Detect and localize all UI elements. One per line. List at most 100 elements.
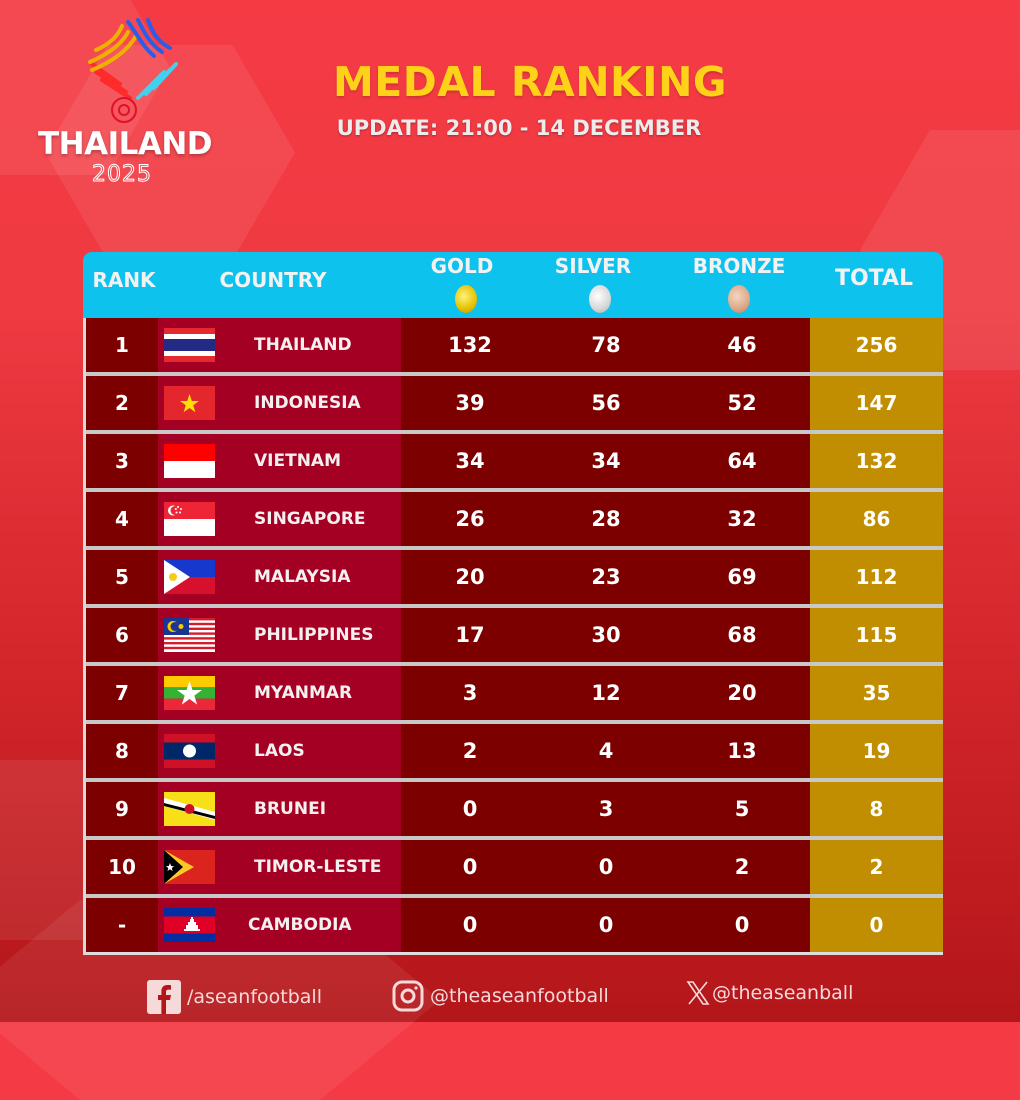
silver-count: 34 xyxy=(591,449,621,473)
bronze-count: 13 xyxy=(727,739,757,763)
table-row: 10 TIMOR-LESTE 0 0 2 2 xyxy=(86,840,943,894)
rank-cell: 6 xyxy=(86,608,158,662)
medal-counts-cell: 17 30 68 xyxy=(401,608,810,662)
gold-count: 0 xyxy=(462,797,478,821)
gold-count: 17 xyxy=(455,623,485,647)
gold-count: 132 xyxy=(448,333,492,357)
country-cell: MALAYSIA xyxy=(158,550,401,604)
table-body: 1 THAILAND 132 78 46 256 2 INDONESIA 39 … xyxy=(83,318,943,955)
silver-medal-icon xyxy=(589,285,611,313)
medal-counts-cell: 2 4 13 xyxy=(401,724,810,778)
update-timestamp: UPDATE: 21:00 - 14 DECEMBER xyxy=(336,116,702,140)
country-cell: VIETNAM xyxy=(158,434,401,488)
table-row: 8 LAOS 2 4 13 19 xyxy=(86,724,943,778)
country-cell: BRUNEI xyxy=(158,782,401,836)
medal-counts-cell: 39 56 52 xyxy=(401,376,810,430)
silver-count: 28 xyxy=(591,507,621,531)
medal-counts-cell: 20 23 69 xyxy=(401,550,810,604)
philippines-flag-icon xyxy=(164,560,215,594)
total-cell: 0 xyxy=(810,898,943,952)
total-cell: 256 xyxy=(810,318,943,372)
silver-count: 3 xyxy=(598,797,614,821)
total-cell: 8 xyxy=(810,782,943,836)
country-cell: TIMOR-LESTE xyxy=(158,840,401,894)
country-name: PHILIPPINES xyxy=(254,625,374,645)
bronze-count: 69 xyxy=(727,565,757,589)
bronze-count: 0 xyxy=(734,913,750,937)
country-cell: LAOS xyxy=(158,724,401,778)
country-cell: THAILAND xyxy=(158,318,401,372)
total-cell: 2 xyxy=(810,840,943,894)
rank-cell: 3 xyxy=(86,434,158,488)
bronze-count: 5 xyxy=(734,797,750,821)
total-count: 147 xyxy=(855,391,898,415)
bronze-count: 2 xyxy=(734,855,750,879)
rank-cell: 2 xyxy=(86,376,158,430)
logo-emblem-icon xyxy=(88,18,178,123)
timor-leste-flag-icon xyxy=(164,850,215,884)
rank-value: 4 xyxy=(115,507,129,531)
country-name: CAMBODIA xyxy=(248,915,352,935)
table-row: 5 MALAYSIA 20 23 69 112 xyxy=(86,550,943,604)
x-link[interactable]: @theaseanball xyxy=(686,980,853,1006)
country-name: SINGAPORE xyxy=(254,509,366,529)
gold-count: 2 xyxy=(462,739,478,763)
total-count: 86 xyxy=(862,507,891,531)
logo-year: 2025 xyxy=(92,162,152,188)
gold-count: 0 xyxy=(462,913,478,937)
rank-cell: 1 xyxy=(86,318,158,372)
total-count: 132 xyxy=(855,449,898,473)
table-row: 2 INDONESIA 39 56 52 147 xyxy=(86,376,943,430)
country-name: THAILAND xyxy=(254,335,352,355)
country-cell: MYANMAR xyxy=(158,666,401,720)
rank-value: 2 xyxy=(115,391,129,415)
column-gold: GOLD xyxy=(430,254,494,278)
gold-count: 39 xyxy=(455,391,485,415)
page-title: MEDAL RANKING xyxy=(332,58,728,106)
country-name: BRUNEI xyxy=(254,799,327,819)
facebook-icon xyxy=(147,980,181,1014)
silver-count: 0 xyxy=(598,913,614,937)
bronze-count: 32 xyxy=(727,507,757,531)
gold-count: 20 xyxy=(455,565,485,589)
medal-counts-cell: 0 3 5 xyxy=(401,782,810,836)
table-row: 9 BRUNEI 0 3 5 8 xyxy=(86,782,943,836)
silver-count: 30 xyxy=(591,623,621,647)
country-name: MALAYSIA xyxy=(254,567,351,587)
facebook-link[interactable]: /aseanfootball xyxy=(147,980,322,1014)
total-count: 112 xyxy=(855,565,898,589)
cambodia-flag-icon xyxy=(164,908,215,942)
rank-cell: - xyxy=(86,898,158,952)
total-count: 115 xyxy=(855,623,898,647)
medal-table: RANK COUNTRY GOLD SILVER BRONZE TOTAL 1 … xyxy=(83,252,943,955)
rank-value: 9 xyxy=(115,797,129,821)
gold-count: 0 xyxy=(462,855,478,879)
medal-counts-cell: 26 28 32 xyxy=(401,492,810,546)
total-cell: 35 xyxy=(810,666,943,720)
x-icon xyxy=(686,980,710,1006)
country-name: MYANMAR xyxy=(254,683,353,703)
medal-counts-cell: 132 78 46 xyxy=(401,318,810,372)
total-cell: 132 xyxy=(810,434,943,488)
rank-value: 6 xyxy=(115,623,129,647)
table-row: 6 PHILIPPINES 17 30 68 115 xyxy=(86,608,943,662)
total-cell: 112 xyxy=(810,550,943,604)
table-row: 4 SINGAPORE 26 28 32 86 xyxy=(86,492,943,546)
country-cell: INDONESIA xyxy=(158,376,401,430)
total-cell: 19 xyxy=(810,724,943,778)
gold-count: 3 xyxy=(462,681,478,705)
myanmar-flag-icon xyxy=(164,676,215,710)
silver-count: 23 xyxy=(591,565,621,589)
total-count: 8 xyxy=(869,797,884,821)
bronze-count: 46 xyxy=(727,333,757,357)
gold-medal-icon xyxy=(455,285,477,313)
rank-value: 10 xyxy=(108,855,136,879)
country-cell: PHILIPPINES xyxy=(158,608,401,662)
malaysia-flag-icon xyxy=(164,618,215,652)
total-count: 35 xyxy=(862,681,891,705)
country-name: TIMOR-LESTE xyxy=(254,857,382,877)
facebook-handle: /aseanfootball xyxy=(187,986,322,1008)
rank-value: - xyxy=(117,913,127,937)
instagram-link[interactable]: @theaseanfootball xyxy=(392,980,609,1012)
column-bronze: BRONZE xyxy=(692,254,786,278)
